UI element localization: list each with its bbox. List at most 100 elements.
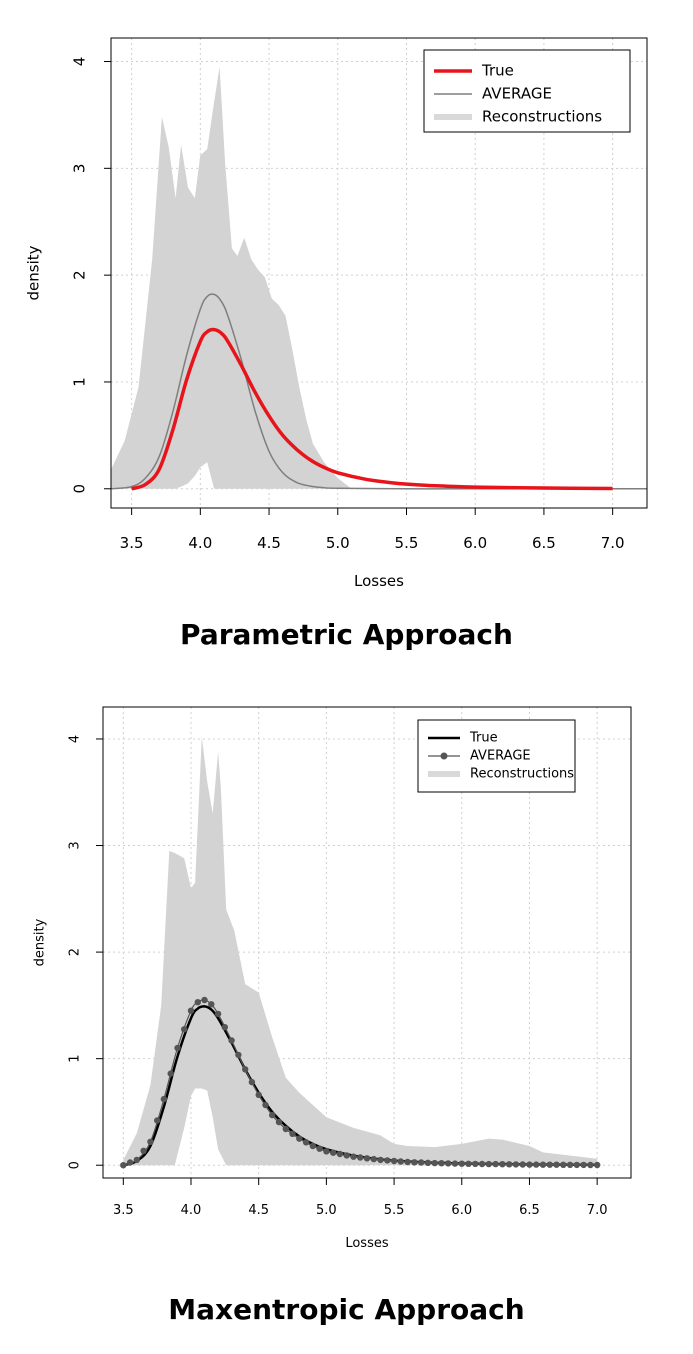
y-tick-label: 0 — [68, 1161, 83, 1169]
y-tick-label: 1 — [68, 1055, 83, 1063]
y-tick-label: 1 — [71, 377, 89, 387]
x-tick-label: 6.5 — [519, 1203, 540, 1218]
x-tick-label: 5.0 — [326, 534, 350, 552]
average-point — [262, 1101, 269, 1109]
average-point — [187, 1007, 195, 1014]
average-point — [316, 1145, 323, 1152]
y-tick-label: 2 — [68, 948, 83, 956]
x-axis-label: Losses — [345, 1236, 389, 1251]
average-point — [160, 1095, 168, 1103]
average-point — [208, 1001, 215, 1008]
average-point — [120, 1162, 127, 1169]
y-tick-label: 0 — [71, 484, 89, 494]
average-point — [499, 1161, 506, 1168]
average-point — [323, 1148, 330, 1155]
legend: True AVERAGE Reconstructions — [417, 719, 576, 793]
average-point — [573, 1161, 580, 1169]
x-tick-label: 7.0 — [601, 534, 625, 552]
average-point — [411, 1159, 418, 1166]
average-point — [539, 1161, 547, 1168]
average-point — [533, 1161, 540, 1168]
average-point — [546, 1161, 553, 1168]
average-point — [370, 1155, 377, 1163]
x-tick-label: 6.0 — [463, 534, 487, 552]
x-axis: 3.5 4.0 4.5 5.0 5.5 6.0 6.5 7.0 — [120, 508, 625, 552]
y-tick-label: 2 — [71, 270, 89, 280]
y-tick-label: 4 — [71, 57, 89, 67]
average-point — [201, 996, 208, 1004]
average-point — [343, 1152, 350, 1159]
average-point — [140, 1147, 147, 1154]
parametric-caption: Parametric Approach — [180, 618, 513, 651]
average-point — [404, 1158, 411, 1166]
average-point — [390, 1157, 398, 1165]
average-point — [147, 1138, 154, 1145]
average-point — [350, 1153, 357, 1160]
average-point — [397, 1158, 404, 1165]
average-markers — [120, 996, 601, 1169]
average-point — [133, 1156, 140, 1164]
average-point — [214, 1010, 222, 1018]
x-tick-label: 3.5 — [113, 1203, 134, 1218]
maxentropic-chart: 3.5 4.0 4.5 5.0 5.5 6.0 6.5 7.0 0 1 2 3 4 Losses densi… — [33, 706, 632, 1251]
legend-label: AVERAGE — [470, 749, 531, 764]
maxentropic-panel: 3.5 4.0 4.5 5.0 5.5 6.0 6.5 7.0 0 1 2 3 4 Losses densi… — [0, 690, 693, 1354]
average-point — [492, 1160, 499, 1168]
x-tick-label: 5.0 — [316, 1203, 337, 1218]
reconstructions-band — [123, 736, 598, 1166]
x-tick-label: 4.5 — [248, 1203, 269, 1218]
x-tick-label: 4.5 — [257, 534, 281, 552]
average-point — [363, 1155, 371, 1162]
y-tick-label: 3 — [68, 841, 83, 849]
average-point — [587, 1161, 594, 1169]
average-point — [506, 1161, 513, 1168]
average-point — [431, 1159, 438, 1167]
average-point — [228, 1037, 235, 1044]
plot-frame — [102, 706, 632, 1179]
y-axis-label: density — [33, 918, 48, 966]
average-point — [424, 1159, 432, 1166]
average-point — [282, 1125, 289, 1133]
average-point — [377, 1156, 384, 1164]
average-point — [275, 1118, 283, 1126]
average-point — [309, 1142, 316, 1150]
x-axis-label: Losses — [354, 572, 404, 590]
x-tick-label: 6.5 — [532, 534, 556, 552]
average-point — [465, 1160, 472, 1167]
average-point — [553, 1161, 560, 1168]
x-tick-label: 4.0 — [181, 1203, 202, 1218]
average-point — [451, 1160, 459, 1167]
average-point — [235, 1051, 242, 1059]
average-point — [242, 1066, 249, 1073]
legend-marker — [440, 752, 448, 760]
legend-label: Reconstructions — [470, 767, 574, 782]
x-tick-label: 7.0 — [587, 1203, 608, 1218]
x-axis: 3.5 4.0 4.5 5.0 5.5 6.0 6.5 7.0 — [113, 1178, 608, 1218]
average-point — [357, 1154, 364, 1161]
parametric-panel: 3.5 4.0 4.5 5.0 5.5 6.0 6.5 7.0 0 1 2 3 4 Losses densi… — [0, 0, 693, 670]
average-point — [269, 1111, 276, 1119]
plot-area — [111, 66, 647, 491]
average-point — [445, 1160, 452, 1167]
average-point — [472, 1160, 479, 1168]
average-point — [126, 1159, 134, 1166]
average-point — [181, 1026, 188, 1033]
average-point — [154, 1117, 161, 1124]
reconstructions-band — [111, 66, 352, 489]
average-point — [384, 1157, 391, 1164]
plot-frame — [110, 37, 648, 509]
y-axis-label: density — [25, 245, 43, 300]
average-point — [167, 1070, 174, 1077]
average-point — [594, 1161, 601, 1169]
legend-label: True — [469, 731, 498, 746]
average-point — [519, 1161, 526, 1168]
average-point — [296, 1135, 303, 1142]
legend: True AVERAGE Reconstructions — [423, 49, 631, 133]
average-point — [255, 1091, 262, 1099]
x-tick-label: 4.0 — [188, 534, 212, 552]
x-tick-label: 5.5 — [395, 534, 419, 552]
plot-area — [120, 736, 601, 1169]
average-point — [194, 999, 201, 1006]
average-point — [485, 1160, 492, 1168]
y-tick-label: 3 — [71, 164, 89, 174]
